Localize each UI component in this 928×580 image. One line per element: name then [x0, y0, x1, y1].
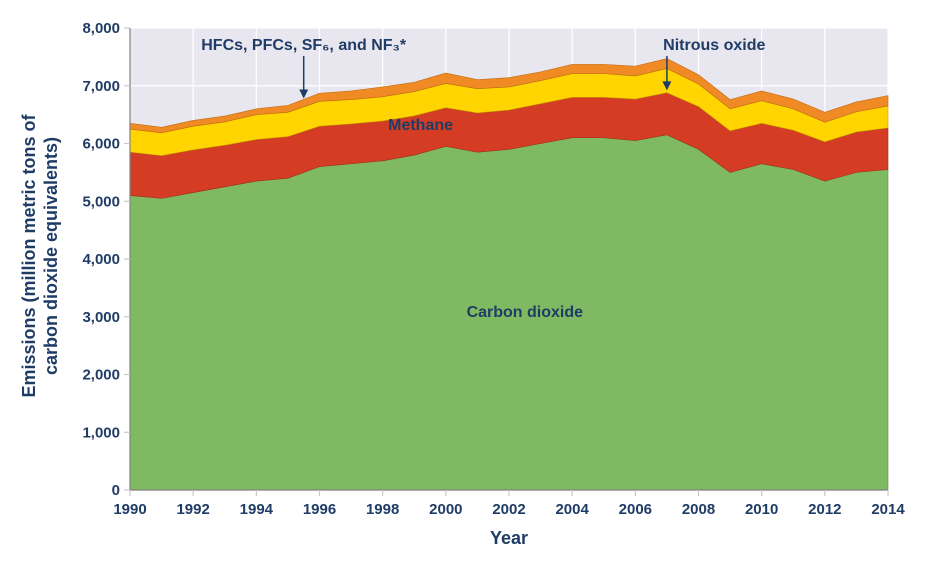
y-tick-label: 7,000 — [82, 78, 120, 95]
y-tick-label: 1,000 — [82, 424, 120, 441]
x-tick-label: 1996 — [303, 501, 336, 518]
emissions-area-chart: 0 1,000 2,000 3,000 4,000 5,000 6,000 7,000 8,00… — [0, 0, 928, 580]
y-tick-label: 6,000 — [82, 136, 120, 153]
x-axis-title: Year — [490, 528, 528, 548]
y-axis-title-line2: carbon dioxide equivalents) — [41, 137, 61, 375]
y-axis-title-line1: Emissions (million metric tons of — [19, 113, 39, 397]
x-tick-label: 2006 — [619, 501, 652, 518]
y-tick-label: 2,000 — [82, 367, 120, 384]
x-tick-label: 1990 — [113, 501, 146, 518]
x-tick-label: 2000 — [429, 501, 462, 518]
x-tick-label: 1992 — [176, 501, 209, 518]
y-tick-label: 0 — [112, 482, 120, 499]
y-tick-label: 4,000 — [82, 251, 120, 268]
series-label-0: Carbon dioxide — [467, 304, 584, 321]
series-label-2: Nitrous oxide — [663, 37, 765, 54]
y-tick-label: 3,000 — [82, 309, 120, 326]
emissions-chart-container: 0 1,000 2,000 3,000 4,000 5,000 6,000 7,000 8,00… — [0, 0, 928, 580]
series-label-3: HFCs, PFCs, SF₆, and NF₃* — [201, 37, 407, 54]
x-tick-label: 1998 — [366, 501, 399, 518]
y-tick-label: 8,000 — [82, 20, 120, 37]
x-tick-label: 2010 — [745, 501, 778, 518]
x-tick-label: 2008 — [682, 501, 715, 518]
x-tick-label: 1994 — [240, 501, 274, 518]
x-tick-label: 2002 — [492, 501, 525, 518]
y-tick-label: 5,000 — [82, 193, 120, 210]
x-tick-label: 2004 — [555, 501, 589, 518]
series-label-1: Methane — [388, 117, 453, 134]
x-tick-label: 2014 — [871, 501, 905, 518]
x-tick-label: 2012 — [808, 501, 841, 518]
